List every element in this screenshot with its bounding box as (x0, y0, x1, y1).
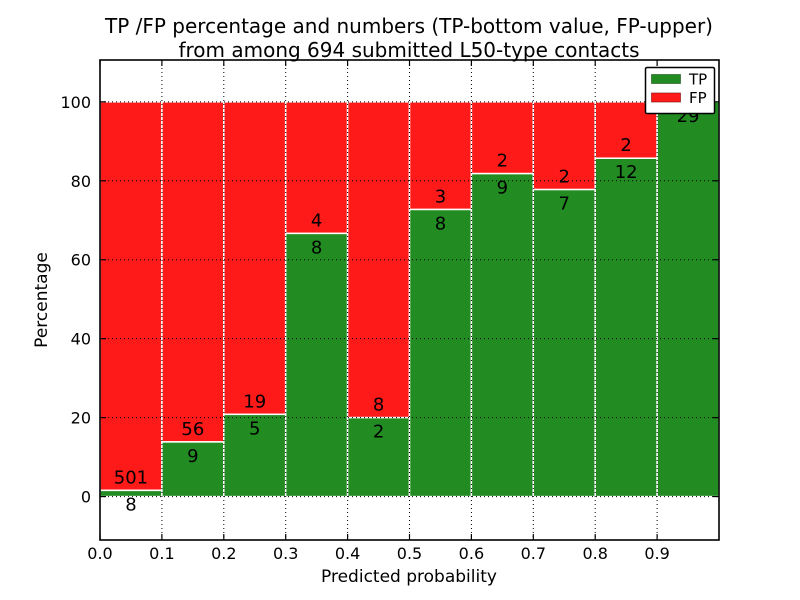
legend-label-tp: TP (688, 71, 707, 89)
y-tick-label-1: 20 (71, 409, 91, 428)
count-label-fp-0: 501 (114, 467, 148, 488)
count-label-fp-5: 3 (435, 186, 446, 207)
bar-fp-6 (470, 101, 535, 175)
x-tick-label-1: 0.1 (149, 544, 174, 563)
x-tick-label-0: 0.0 (87, 544, 112, 563)
y-tick-label-0: 0 (81, 488, 91, 507)
count-label-fp-3: 4 (311, 210, 322, 231)
count-label-tp-7: 7 (559, 194, 570, 215)
bar-fp-7 (532, 101, 596, 191)
bar-tp-2 (223, 413, 287, 498)
y-tick-label-5: 100 (60, 93, 91, 112)
x-tick-label-8: 0.8 (582, 544, 607, 563)
bar-fp-1 (161, 101, 225, 443)
bar-tp-6 (470, 172, 535, 498)
y-tick-label-3: 60 (71, 251, 91, 270)
bar-fp-2 (223, 101, 287, 416)
count-label-tp-4: 2 (373, 422, 384, 443)
count-label-tp-0: 8 (125, 494, 136, 515)
count-label-tp-6: 9 (497, 178, 508, 199)
chart-title-line2: from among 694 submitted L50-type contac… (178, 38, 639, 62)
gridlines-group (100, 60, 719, 540)
bar-tp-7 (532, 188, 596, 498)
bar-fp-4 (346, 101, 411, 419)
bar-fp-0 (99, 101, 163, 492)
legend-label-fp: FP (689, 89, 707, 107)
y-axis-label: Percentage (32, 252, 52, 348)
y-tick-label-4: 80 (71, 172, 91, 191)
x-tick-label-9: 0.9 (644, 544, 669, 563)
bar-tp-3 (284, 232, 349, 498)
count-label-tp-1: 9 (187, 446, 198, 467)
chart-title-line1: TP /FP percentage and numbers (TP-bottom… (104, 14, 713, 38)
x-tick-label-3: 0.3 (273, 544, 298, 563)
count-label-tp-3: 8 (311, 237, 322, 258)
legend: TP FP (644, 66, 716, 115)
x-tick-label-6: 0.6 (459, 544, 484, 563)
count-label-fp-2: 19 (243, 391, 266, 412)
count-label-fp-1: 56 (181, 419, 204, 440)
count-label-fp-8: 2 (620, 135, 631, 156)
count-label-fp-7: 2 (559, 167, 570, 188)
count-label-tp-5: 8 (435, 213, 446, 234)
x-tick-label-5: 0.5 (397, 544, 422, 563)
count-label-tp-8: 12 (615, 162, 638, 183)
axes-group (99, 59, 720, 541)
legend-swatch-tp (651, 74, 681, 84)
bar-tp-9 (656, 101, 720, 498)
x-tick-label-4: 0.4 (335, 544, 360, 563)
legend-swatch-fp (651, 92, 681, 103)
x-tick-label-7: 0.7 (521, 544, 546, 563)
bar-tp-8 (594, 157, 658, 498)
bars-group (99, 101, 720, 498)
y-tick-label-2: 40 (71, 330, 91, 349)
x-tick-label-2: 0.2 (211, 544, 236, 563)
bar-tp-4 (346, 416, 411, 498)
bar-fp-3 (284, 101, 349, 235)
count-label-fp-6: 2 (497, 151, 508, 172)
count-label-tp-2: 5 (249, 418, 260, 439)
count-label-fp-4: 8 (373, 395, 384, 416)
bar-tp-5 (408, 208, 473, 498)
x-axis-label: Predicted probability (321, 567, 497, 587)
tick-labels-group: 0.0 0.1 0.2 0.3 0.4 0.5 0.6 0.7 0.8 0.9 0 20 40 60 80 1… (60, 93, 669, 563)
